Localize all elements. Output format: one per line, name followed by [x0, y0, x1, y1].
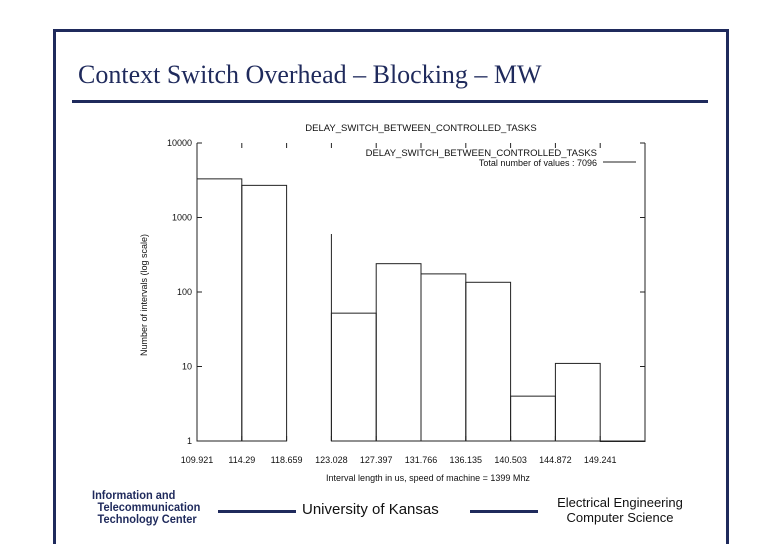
x-tick-label: 109.921: [181, 455, 214, 465]
histogram-bar: [241, 184, 288, 442]
x-tick-label: 123.028: [315, 455, 348, 465]
slide-frame: [53, 29, 729, 544]
y-tick-label: 10: [182, 362, 192, 372]
legend-entry: DELAY_SWITCH_BETWEEN_CONTROLLED_TASKS: [366, 148, 597, 159]
x-tick-label: 144.872: [539, 455, 572, 465]
histogram-bar: [554, 362, 601, 442]
y-axis-label: Number of intervals (log scale): [139, 234, 149, 356]
footer-divider-left: [218, 510, 296, 513]
chart-title: DELAY_SWITCH_BETWEEN_CONTROLLED_TASKS: [305, 123, 536, 134]
histogram-bar: [599, 440, 646, 442]
x-axis-label: Interval length in us, speed of machine …: [326, 473, 530, 483]
histogram-bar: [330, 312, 377, 442]
x-tick-label: 149.241: [584, 455, 617, 465]
slide-title: Context Switch Overhead – Blocking – MW: [78, 60, 542, 89]
x-tick-label: 140.503: [494, 455, 527, 465]
logo-line: Technology Center: [97, 512, 197, 526]
histogram-bar: [375, 263, 422, 442]
x-tick-label: 114.29: [228, 455, 255, 465]
y-tick-label: 1000: [172, 213, 192, 223]
histogram-bar: [196, 178, 243, 442]
title-underline: [72, 100, 708, 103]
logo-line: Telecommunication: [97, 500, 201, 514]
histogram-bar: [465, 281, 512, 442]
y-tick-label: 10000: [167, 138, 192, 148]
y-tick-label: 1: [187, 436, 192, 446]
footer-university: University of Kansas: [302, 501, 439, 518]
legend-subtitle: Total number of values : 7096: [479, 158, 597, 168]
y-tick-label: 100: [177, 287, 192, 297]
itc-logo: Information and Telecommunication Techno…: [92, 489, 212, 525]
x-tick-label: 127.397: [360, 455, 393, 465]
footer-department: Electrical Engineering Computer Science: [540, 495, 700, 525]
footer-divider-right: [470, 510, 538, 513]
department-line: Electrical Engineering: [557, 495, 683, 510]
plot-area: 1 10 100 1000 10000 109.921 114.29 118.659 123.0…: [167, 138, 646, 465]
x-tick-label: 136.135: [450, 455, 483, 465]
logo-line: Information and: [92, 488, 176, 502]
x-tick-label: 131.766: [405, 455, 438, 465]
x-tick-label: 118.659: [271, 455, 303, 465]
histogram-bar: [510, 395, 556, 442]
department-line: Computer Science: [566, 510, 674, 525]
histogram-bar: [420, 273, 467, 442]
